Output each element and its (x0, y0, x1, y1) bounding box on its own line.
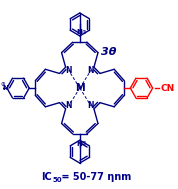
Text: 3θ: 3θ (101, 47, 116, 57)
Text: ⊕: ⊕ (81, 30, 86, 36)
Text: ⊕: ⊕ (81, 141, 86, 146)
Text: N: N (88, 66, 94, 75)
Text: = 50-77 ηnm: = 50-77 ηnm (58, 172, 131, 182)
Text: N: N (77, 29, 83, 35)
Text: N: N (65, 101, 72, 110)
Text: ⊕: ⊕ (1, 82, 5, 87)
Text: N: N (88, 101, 94, 110)
Text: CN: CN (160, 84, 175, 93)
Text: IC: IC (41, 172, 52, 182)
Text: N: N (77, 141, 83, 147)
Text: M: M (75, 83, 85, 93)
Text: N: N (65, 66, 72, 75)
Text: N: N (2, 85, 8, 91)
Text: 50: 50 (53, 177, 62, 183)
